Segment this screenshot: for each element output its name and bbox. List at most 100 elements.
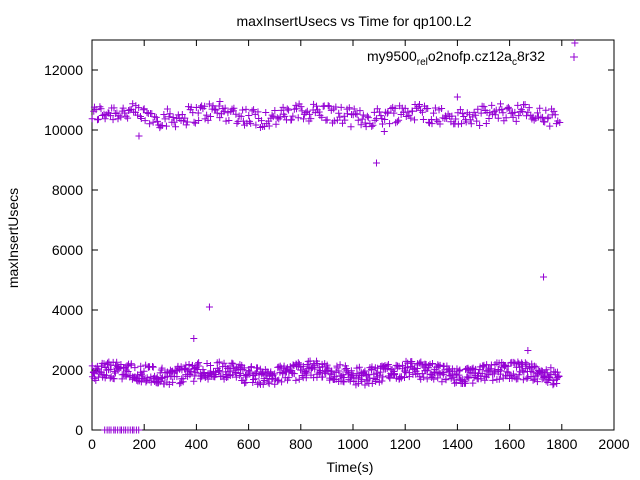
data-point (418, 108, 426, 116)
data-point (264, 378, 272, 386)
data-point (160, 380, 168, 388)
data-point (215, 358, 223, 366)
data-point (459, 110, 467, 118)
data-point (165, 113, 173, 121)
data-point (456, 106, 464, 114)
data-point (88, 115, 96, 123)
data-point (140, 105, 148, 113)
data-point (149, 362, 157, 370)
data-point (285, 374, 293, 382)
data-point (522, 112, 530, 120)
x-tick-label: 800 (289, 436, 313, 452)
data-point (401, 104, 409, 112)
data-point (267, 368, 275, 376)
legend: my9500relo2nofp.cz12ac8r32 (367, 48, 578, 68)
data-point (411, 116, 419, 124)
data-point (330, 117, 338, 125)
data-point (354, 116, 362, 124)
data-point (491, 361, 499, 369)
data-point (256, 365, 264, 373)
data-point (368, 363, 376, 371)
data-points (88, 39, 579, 434)
outlier-point (135, 132, 143, 140)
data-point (361, 367, 369, 375)
data-point (97, 105, 105, 113)
data-point (364, 114, 372, 122)
data-point (216, 367, 224, 375)
data-point (340, 378, 348, 386)
data-point (225, 117, 233, 125)
data-point (482, 119, 490, 127)
data-point (207, 361, 215, 369)
data-point (355, 363, 363, 371)
data-point (336, 361, 344, 369)
data-point (242, 379, 250, 387)
data-point (327, 371, 335, 379)
data-point (488, 101, 496, 109)
data-point (288, 116, 296, 124)
data-point (245, 112, 253, 120)
data-point (378, 377, 386, 385)
data-point (324, 365, 332, 373)
data-point (302, 109, 310, 117)
data-point (313, 102, 321, 110)
data-point (160, 110, 168, 118)
data-point (419, 116, 427, 124)
data-point (191, 365, 199, 373)
data-point (228, 359, 236, 367)
data-point (408, 107, 416, 115)
data-point (195, 116, 203, 124)
data-point (204, 116, 212, 124)
data-point (554, 374, 562, 382)
data-point (325, 102, 333, 110)
data-point (96, 368, 104, 376)
data-point (139, 375, 147, 383)
data-point (553, 379, 561, 387)
data-point (525, 104, 533, 112)
data-point (152, 113, 160, 121)
data-point (395, 116, 403, 124)
data-point (158, 364, 166, 372)
data-point (163, 105, 171, 113)
data-point (379, 373, 387, 381)
data-point (369, 121, 377, 129)
data-point (220, 359, 228, 367)
data-point (467, 120, 475, 128)
x-tick-label: 200 (133, 436, 157, 452)
legend-marker (570, 53, 578, 61)
data-point (292, 101, 300, 109)
data-point (93, 116, 101, 124)
data-point (333, 364, 341, 372)
data-point (319, 102, 327, 110)
data-point (278, 378, 286, 386)
data-point (178, 111, 186, 119)
data-point (265, 380, 273, 388)
data-point (181, 365, 189, 373)
data-point (307, 365, 315, 373)
y-tick-label: 10000 (44, 122, 83, 138)
data-point (265, 122, 273, 130)
data-point (117, 113, 125, 121)
data-point (92, 106, 100, 114)
data-point (469, 379, 477, 387)
data-point (413, 104, 421, 112)
data-point (519, 108, 527, 116)
data-point (417, 106, 425, 114)
data-point (451, 379, 459, 387)
data-point (243, 373, 251, 381)
data-point (88, 362, 96, 370)
data-point (515, 371, 523, 379)
data-point (386, 120, 394, 128)
data-point (141, 117, 149, 125)
data-point (523, 374, 531, 382)
data-point (110, 375, 118, 383)
data-point (212, 106, 220, 114)
data-point (237, 112, 245, 120)
data-point (499, 109, 507, 117)
data-point (201, 115, 209, 123)
data-point (501, 363, 509, 371)
data-point (191, 372, 199, 380)
data-point (250, 106, 258, 114)
data-point (242, 105, 250, 113)
data-point (269, 113, 277, 121)
